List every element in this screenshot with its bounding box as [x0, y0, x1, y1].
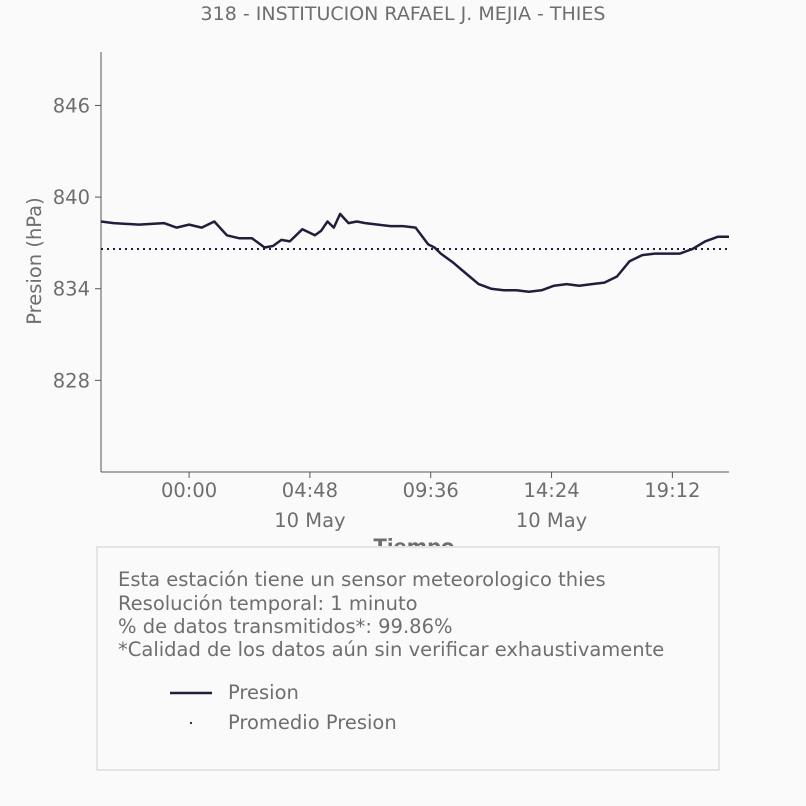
legend-label-promedio: Promedio Presion: [228, 711, 397, 734]
x-tick-label-0: 00:00: [161, 479, 217, 502]
x-tick-label-4: 19:12: [644, 479, 700, 502]
y-tick-label-840: 840: [53, 186, 90, 209]
legend-swatch-dotted: [189, 721, 193, 725]
y-tick-label-846: 846: [53, 94, 90, 117]
y-tick-label-834: 834: [53, 278, 90, 301]
info-line-sensor: Esta estación tiene un sensor meteorolog…: [118, 568, 606, 591]
info-box: Esta estación tiene un sensor meteorolog…: [96, 546, 720, 771]
legend-swatch-solid: [170, 691, 212, 695]
x-tick-sublabel-1: 10 May: [274, 509, 345, 532]
chart-title: 318 - INSTITUCION RAFAEL J. MEJIA - THIE…: [200, 3, 606, 25]
y-tick-label-828: 828: [53, 369, 90, 392]
x-tick-sublabel-3: 10 May: [516, 509, 587, 532]
info-line-transmitted: % de datos transmitidos*: 99.86%: [118, 615, 453, 638]
pressure-chart: 828 834 840 846 00:00 04:48 10 May 09:36 14:24 10…: [23, 52, 729, 558]
info-line-quality: *Calidad de los datos aún sin verificar …: [118, 638, 665, 661]
x-tick-label-1: 04:48: [282, 479, 338, 502]
y-axis-label: Presion (hPa): [23, 197, 46, 324]
x-tick-label-2: 09:36: [403, 479, 459, 502]
legend-label-presion: Presion: [228, 681, 299, 704]
series-line-presion: [100, 212, 729, 294]
info-line-resolution: Resolución temporal: 1 minuto: [118, 592, 418, 615]
x-tick-label-3: 14:24: [523, 479, 579, 502]
